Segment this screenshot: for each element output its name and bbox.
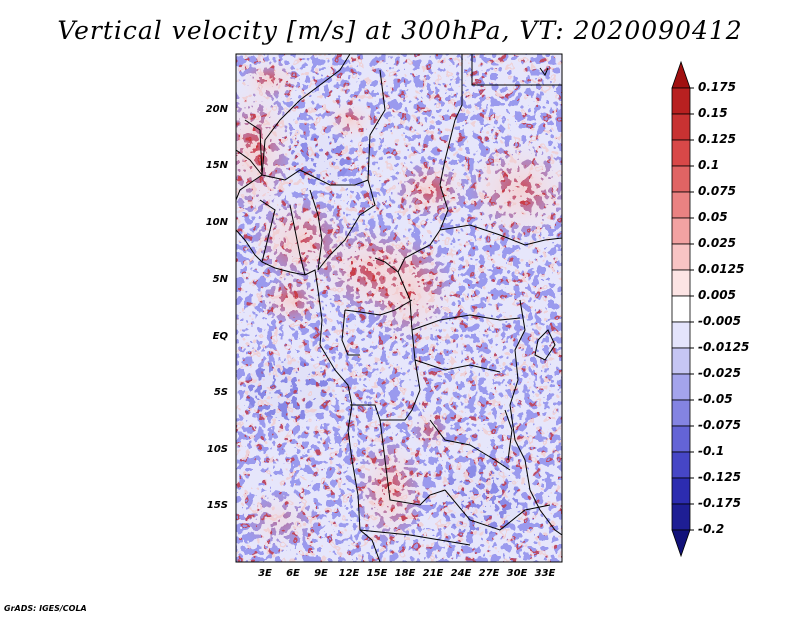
colorbar-swatch: [671, 373, 691, 401]
lon-label-6e: 6E: [286, 568, 300, 579]
colorbar-label-0.075: 0.075: [698, 184, 736, 198]
colorbar-swatch: [671, 347, 691, 375]
colorbar-label-neg0.175: -0.175: [698, 496, 741, 510]
colorbar-label-0.1: 0.1: [698, 158, 720, 172]
lon-label-30e: 30E: [506, 568, 528, 579]
colorbar-swatch: [671, 269, 691, 297]
lat-label-10s: 10S: [206, 444, 228, 455]
colorbar-swatch: [671, 425, 691, 453]
map-frame: [235, 53, 563, 563]
lat-label-5s: 5S: [213, 387, 228, 398]
lat-label-15n: 15N: [205, 160, 228, 171]
grads-credit: GrADS: IGES/COLA: [4, 604, 87, 613]
colorbar-swatch: [671, 60, 691, 89]
colorbar-label-neg0.0125: -0.0125: [698, 340, 750, 354]
colorbar-swatch: [671, 477, 691, 505]
lon-label-33e: 33E: [534, 568, 556, 579]
lat-label-10n: 10N: [205, 217, 228, 228]
colorbar-swatch: [671, 191, 691, 219]
colorbar-swatch: [671, 321, 691, 349]
colorbar-swatch: [671, 243, 691, 271]
lon-label-27e: 27E: [478, 568, 500, 579]
colorbar-swatch: [671, 139, 691, 167]
colorbar-label-neg0.1: -0.1: [698, 444, 725, 458]
colorbar-swatch: [671, 165, 691, 193]
colorbar-label-neg0.125: -0.125: [698, 470, 741, 484]
lon-label-18e: 18E: [394, 568, 416, 579]
colorbar-label-0.125: 0.125: [698, 132, 736, 146]
colorbar-swatch: [671, 217, 691, 245]
lon-label-24e: 24E: [450, 568, 472, 579]
colorbar-label-0.15: 0.15: [698, 106, 728, 120]
colorbar-label-neg0.005: -0.005: [698, 314, 741, 328]
colorbar-ticks: [690, 87, 694, 531]
plot-title: Vertical velocity [m/s] at 300hPa, VT: 2…: [57, 16, 743, 45]
colorbar-swatches: [671, 60, 691, 558]
colorbar-swatch: [671, 503, 691, 531]
country-borders: [236, 54, 562, 562]
velocity-field: [236, 54, 562, 562]
colorbar-swatch: [671, 399, 691, 427]
lon-label-15e: 15E: [366, 568, 388, 579]
colorbar-swatch: [671, 87, 691, 115]
colorbar-label-neg0.075: -0.075: [698, 418, 741, 432]
colorbar-label-0.025: 0.025: [698, 236, 736, 250]
colorbar-swatch: [671, 295, 691, 323]
colorbar-label-0.0125: 0.0125: [698, 262, 745, 276]
colorbar-label-neg0.025: -0.025: [698, 366, 741, 380]
lon-label-12e: 12E: [338, 568, 360, 579]
colorbar-label-neg0.2: -0.2: [698, 522, 725, 536]
colorbar-label-neg0.05: -0.05: [698, 392, 733, 406]
lon-label-9e: 9E: [314, 568, 328, 579]
lat-label-20n: 20N: [205, 104, 228, 115]
lon-label-21e: 21E: [422, 568, 444, 579]
lat-label-eq: EQ: [212, 331, 228, 342]
lon-label-3e: 3E: [258, 568, 272, 579]
colorbar-swatch: [671, 529, 691, 558]
lat-label-5n: 5N: [212, 274, 228, 285]
colorbar-label-0.175: 0.175: [698, 80, 736, 94]
colorbar-label-0.05: 0.05: [698, 210, 728, 224]
lat-label-15s: 15S: [206, 500, 228, 511]
colorbar-swatch: [671, 451, 691, 479]
colorbar-label-0.005: 0.005: [698, 288, 736, 302]
colorbar-swatch: [671, 113, 691, 141]
